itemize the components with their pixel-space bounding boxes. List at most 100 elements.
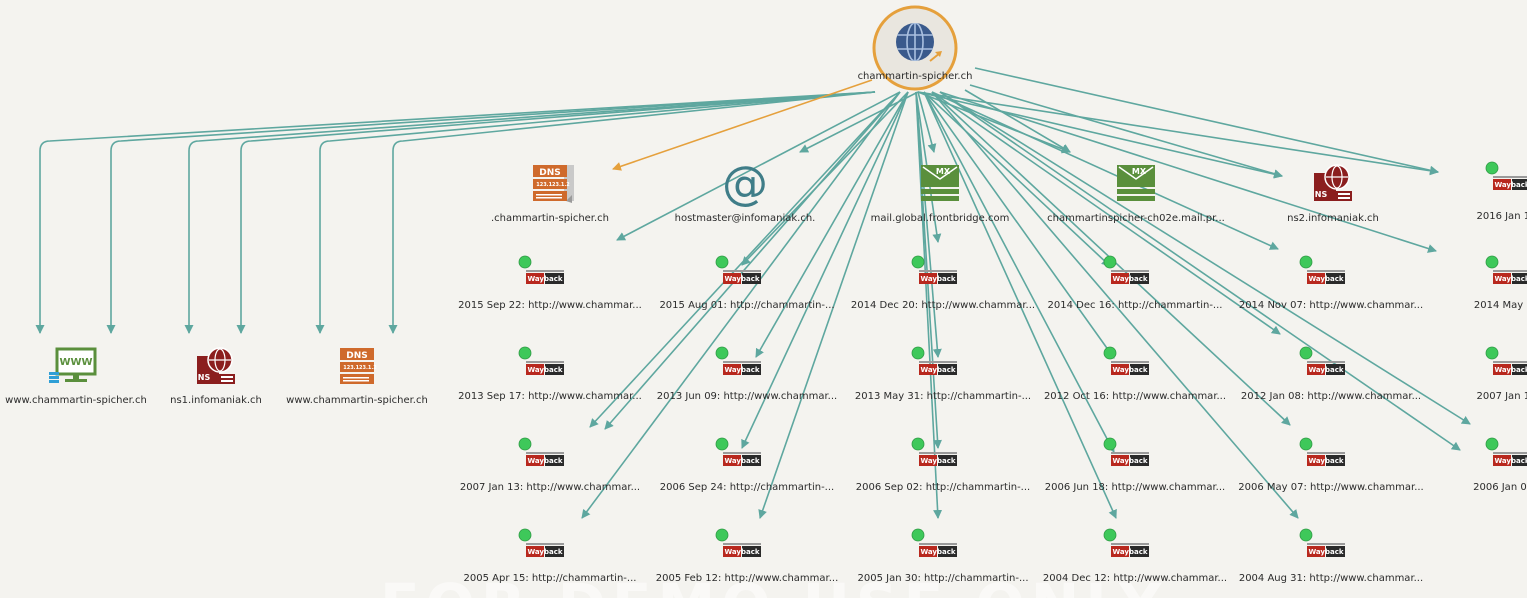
svg-text:Wayback: Wayback xyxy=(920,275,955,283)
edge xyxy=(106,91,876,334)
archive-label: 2012 Oct 16: http://www.chammar... xyxy=(1044,391,1226,402)
archive-icon: Wayback xyxy=(1485,346,1527,375)
svg-text:123.123.1.2: 123.123.1.2 xyxy=(536,182,570,188)
archive-icon: Wayback xyxy=(715,528,761,557)
node-archive[interactable]: Wayback 2006 May 07: http://www.chammar..… xyxy=(1238,437,1424,493)
archive-label: 2013 May 31: http://chammartin-... xyxy=(855,391,1031,402)
svg-text:Wayback: Wayback xyxy=(724,275,759,283)
svg-text:Wayback: Wayback xyxy=(920,457,955,465)
node-mx[interactable]: MX chammartinspicher-ch02e.mail.pr... xyxy=(1047,165,1225,224)
archive-icon: Wayback xyxy=(518,346,564,375)
node-label: 2016 Jan 11: http xyxy=(1476,211,1527,222)
edge xyxy=(616,91,901,241)
node-ns[interactable]: NS ns2.infomaniak.ch xyxy=(1287,164,1379,224)
svg-text:123.123.1.2: 123.123.1.2 xyxy=(343,365,377,371)
node-archive[interactable]: Wayback 2005 Feb 12: http://www.chammar..… xyxy=(656,528,839,584)
node-archive[interactable]: Wayback 2015 Aug 01: http://chammartin-..… xyxy=(659,255,835,311)
node-website[interactable]: WWW www.chammartin-spicher.ch xyxy=(5,347,147,406)
archive-label: 2007 Jan 18: http xyxy=(1476,391,1527,402)
edge xyxy=(581,91,901,519)
node-archive[interactable]: Wayback 2014 Dec 20: http://www.chammar..… xyxy=(851,255,1035,311)
archive-icon: Wayback xyxy=(1299,437,1345,466)
node-label: hostmaster@infomaniak.ch. xyxy=(675,213,816,224)
node-archive[interactable]: Wayback 2013 Jun 09: http://www.chammar..… xyxy=(657,346,837,402)
archive-label: 2006 Sep 02: http://chammartin-... xyxy=(856,482,1030,493)
archive-label: 2012 Jan 08: http://www.chammar... xyxy=(1241,391,1421,402)
node-email[interactable]: @ hostmaster@infomaniak.ch. xyxy=(675,156,816,224)
archive-label: 2014 Dec 16: http://chammartin-... xyxy=(1048,300,1223,311)
svg-text:WWW: WWW xyxy=(59,357,92,368)
node-mx[interactable]: MX mail.global.frontbridge.com xyxy=(871,165,1010,224)
email-at-icon: @ xyxy=(722,156,768,210)
node-archive[interactable]: Wayback 2006 Sep 24: http://chammartin-..… xyxy=(660,437,834,493)
edge xyxy=(604,91,901,430)
svg-text:MX: MX xyxy=(936,167,951,176)
archive-label: 2015 Sep 22: http://www.chammar... xyxy=(458,300,642,311)
archive-icon: Wayback xyxy=(1299,255,1345,284)
node-archive[interactable]: Wayback 2006 Jan 03: http:/ xyxy=(1473,437,1527,493)
node-archive[interactable]: Wayback 2005 Jan 30: http://chammartin-..… xyxy=(858,528,1029,584)
svg-text:NS: NS xyxy=(1315,190,1328,199)
node-label: mail.global.frontbridge.com xyxy=(871,213,1010,224)
node-label: ns2.infomaniak.ch xyxy=(1287,213,1379,224)
archive-label: 2013 Jun 09: http://www.chammar... xyxy=(657,391,837,402)
svg-text:Wayback: Wayback xyxy=(527,275,562,283)
node-dns[interactable]: DNS 123.123.1.2 www.chammartin-spicher.ch xyxy=(286,348,428,406)
svg-text:Wayback: Wayback xyxy=(724,366,759,374)
archive-icon: Wayback xyxy=(518,528,564,557)
archive-icon: Wayback xyxy=(1485,437,1527,466)
root-node[interactable]: chammartin-spicher.ch xyxy=(858,5,973,91)
node-archive[interactable]: Wayback 2006 Sep 02: http://chammartin-..… xyxy=(856,437,1030,493)
edge xyxy=(931,91,1281,335)
node-label: www.chammartin-spicher.ch xyxy=(286,395,428,406)
node-archive[interactable]: Wayback 2007 Jan 13: http://www.chammar..… xyxy=(460,437,640,493)
node-archive[interactable]: Wayback 2012 Oct 16: http://www.chammar..… xyxy=(1044,346,1226,402)
node-archive[interactable]: Wayback 2006 Jun 18: http://www.chammar..… xyxy=(1045,437,1225,493)
dns-record-icon: DNS 123.123.1.2 xyxy=(533,165,574,203)
demo-watermark: FOR DEMO USE ONLY xyxy=(380,571,1167,598)
archive-icon: Wayback xyxy=(715,346,761,375)
node-archive[interactable]: Wayback 2012 Jan 08: http://www.chammar..… xyxy=(1241,346,1421,402)
node-archive[interactable]: Wayback 2014 Dec 16: http://chammartin-..… xyxy=(1048,255,1223,311)
edge xyxy=(974,67,1439,175)
node-archive[interactable]: Wayback 2014 May 17: http xyxy=(1474,255,1527,311)
svg-text:Wayback: Wayback xyxy=(724,548,759,556)
edge xyxy=(923,91,1111,267)
archive-label: 2004 Dec 12: http://www.chammar... xyxy=(1043,573,1227,584)
archive-icon: Wayback xyxy=(911,346,957,375)
edge xyxy=(931,91,1299,519)
archive-label: 2005 Apr 15: http://chammartin-... xyxy=(464,573,637,584)
archive-icon: Wayback xyxy=(518,437,564,466)
node-archive[interactable]: Wayback 2005 Apr 15: http://chammartin-..… xyxy=(464,528,637,584)
node-archive[interactable]: Wayback 2004 Aug 31: http://www.chammar..… xyxy=(1239,528,1423,584)
svg-text:Wayback: Wayback xyxy=(527,457,562,465)
svg-text:Wayback: Wayback xyxy=(527,548,562,556)
node-archive[interactable]: Wayback 2013 May 31: http://chammartin-..… xyxy=(855,346,1031,402)
archive-label: 2015 Aug 01: http://chammartin-... xyxy=(659,300,834,311)
edge xyxy=(939,91,1471,425)
edge xyxy=(236,91,876,334)
node-archive[interactable]: Wayback 2014 Nov 07: http://www.chammar..… xyxy=(1239,255,1423,311)
node-ns[interactable]: NS ns1.infomaniak.ch xyxy=(170,347,262,406)
node-archive[interactable]: Wayback 2013 Sep 17: http://www.chammar..… xyxy=(458,346,642,402)
node-archive[interactable]: Wayback 2016 Jan 11: http xyxy=(1476,161,1527,222)
edge xyxy=(184,91,876,334)
nameserver-icon: NS xyxy=(1314,164,1352,201)
archive-icon: Wayback xyxy=(1103,437,1149,466)
archive-icon: Wayback xyxy=(911,528,957,557)
node-dns[interactable]: DNS 123.123.1.2 .chammartin-spicher.ch xyxy=(491,165,609,224)
archive-label: 2005 Feb 12: http://www.chammar... xyxy=(656,573,839,584)
node-archive[interactable]: Wayback 2004 Dec 12: http://www.chammar..… xyxy=(1043,528,1227,584)
archive-icon: Wayback xyxy=(1299,346,1345,375)
archive-icon: Wayback xyxy=(911,437,957,466)
archive-label: 2006 Jun 18: http://www.chammar... xyxy=(1045,482,1225,493)
mail-exchanger-icon: MX xyxy=(921,165,959,201)
archive-label: 2004 Aug 31: http://www.chammar... xyxy=(1239,573,1423,584)
edge xyxy=(915,91,943,519)
node-archive[interactable]: Wayback 2007 Jan 18: http xyxy=(1476,346,1527,402)
edge xyxy=(917,91,937,153)
archive-label: 2005 Jan 30: http://chammartin-... xyxy=(858,573,1029,584)
nodes-layer: WWW www.chammartin-spicher.ch NS ns1.infoma… xyxy=(5,156,1527,584)
node-archive[interactable]: Wayback 2015 Sep 22: http://www.chammar..… xyxy=(458,255,642,311)
